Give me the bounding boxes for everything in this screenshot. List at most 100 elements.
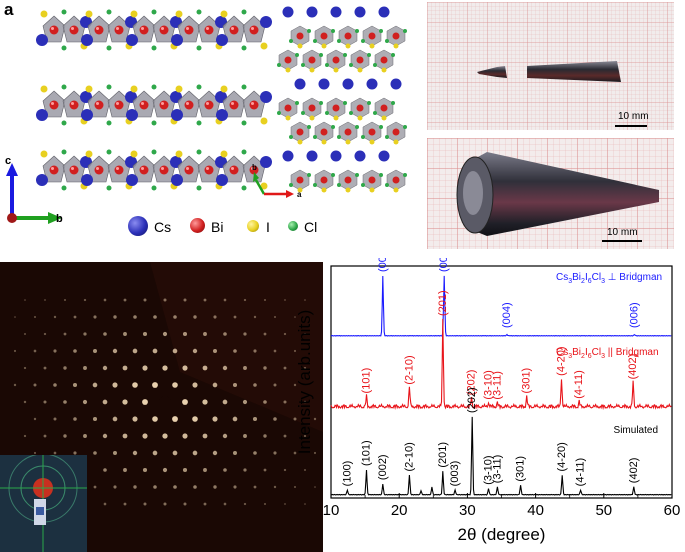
bi-octahedron-unit [277, 97, 299, 121]
cs-atom [330, 150, 342, 162]
x-tick-label: 50 [595, 502, 612, 519]
diffraction-spot [263, 400, 267, 404]
diffraction-spot [122, 433, 128, 439]
diffraction-spot [203, 502, 207, 506]
diffraction-spot [273, 451, 277, 455]
cs-atom [342, 78, 354, 90]
diffraction-spot [43, 400, 47, 404]
diffraction-spot [252, 416, 258, 422]
diffraction-spot [162, 467, 168, 473]
diffraction-spot [102, 433, 108, 439]
x-axis-label: 2θ (degree) [458, 525, 546, 544]
diffraction-spot [63, 298, 67, 302]
diffraction-spot [243, 366, 247, 370]
diffraction-spot [303, 434, 307, 438]
cs-atom [378, 150, 390, 162]
diffraction-spot [132, 450, 138, 456]
xrd-series-0-line [330, 275, 672, 337]
cs-atom [171, 34, 183, 46]
bi-octahedron-unit [361, 25, 383, 49]
diffraction-spot [253, 315, 257, 319]
axis-c-label: c [5, 155, 11, 167]
cs-atom [306, 150, 318, 162]
diffraction-spot [93, 451, 97, 455]
peak-label: (3-11) [491, 371, 503, 400]
bi-octahedron-unit [130, 149, 178, 191]
diffraction-spot [43, 332, 47, 336]
diffraction-spot [132, 382, 138, 388]
diffraction-spot [183, 298, 187, 302]
bi-octahedron-unit [220, 9, 268, 51]
diffraction-spot [212, 450, 218, 456]
peak-label: (101) [360, 368, 372, 394]
legend-cs-label: Cs [154, 219, 172, 235]
axis-triad-right: b a [252, 163, 302, 199]
diffraction-spot [103, 332, 107, 336]
diffraction-spot [63, 434, 67, 438]
diffraction-spot [43, 366, 47, 370]
cs-atom [171, 109, 183, 121]
diffraction-spot [243, 332, 247, 336]
cs-atom [390, 78, 402, 90]
diffraction-spot [172, 382, 178, 388]
diffraction-spot [293, 417, 297, 421]
x-tick-label: 10 [323, 502, 340, 519]
diffraction-spot [152, 450, 158, 456]
peak-label: (3-10) [483, 455, 495, 484]
diffraction-spot [73, 315, 77, 319]
peak-label: (4-11) [575, 458, 587, 487]
diffraction-spot [253, 451, 257, 455]
xrd-chart: 10 20 30 40 50 60 2θ (degree) Intensity (arb.un… [295, 258, 681, 544]
diffraction-spot [263, 468, 267, 472]
bi-octahedron-unit [175, 149, 223, 191]
x-tick-label: 60 [664, 502, 681, 519]
diffraction-spot [222, 433, 228, 439]
diffraction-spot [173, 485, 177, 489]
diffraction-spot [122, 365, 128, 371]
diffraction-spot [162, 331, 168, 337]
diffraction-spot [132, 416, 138, 422]
diffraction-spot [53, 451, 57, 455]
diffraction-spot [203, 298, 207, 302]
diffraction-spot [172, 416, 178, 422]
legend-bi-label: Bi [211, 219, 224, 235]
diffraction-spot [152, 348, 158, 354]
legend-cl-label: Cl [304, 219, 318, 235]
bi-octahedron-unit [85, 84, 133, 126]
diffraction-spot [283, 468, 287, 472]
diffraction-spot [153, 315, 157, 319]
cs-atom [294, 78, 306, 90]
diffraction-spot [142, 399, 148, 405]
diffraction-spot [153, 485, 157, 489]
diffraction-spot [304, 333, 306, 335]
diffraction-spot [304, 503, 306, 505]
peak-label: (101) [360, 440, 372, 466]
bi-octahedron-unit [289, 169, 311, 193]
diffraction-spot [303, 366, 307, 370]
bi-octahedron-unit [385, 169, 407, 193]
diffraction-spot [263, 434, 267, 438]
bi-octahedron-unit [313, 121, 335, 145]
diffraction-spot [284, 299, 286, 301]
peak-label: (202) [466, 387, 478, 413]
peak-label: (301) [521, 368, 533, 394]
diffraction-spot [82, 399, 88, 405]
atom-legend: Cs Bi I Cl [128, 216, 408, 240]
peak-label: (006) [628, 302, 640, 328]
diffraction-spot [83, 434, 87, 438]
bi-octahedron-unit [301, 49, 323, 73]
laue-inset-image [0, 455, 87, 552]
bi-octahedron-unit [40, 149, 88, 191]
cs-atom [126, 109, 138, 121]
cs-atom-icon [128, 216, 148, 236]
diffraction-spot [263, 366, 267, 370]
diffraction-spot [213, 315, 217, 319]
cs-atom [366, 78, 378, 90]
xrd-series-2-line [330, 416, 672, 496]
cs-atom [260, 16, 272, 28]
xrd-series-1-line [330, 318, 672, 411]
panel-letter-a: a [4, 0, 14, 19]
cs-atom [216, 34, 228, 46]
diffraction-spot [132, 348, 138, 354]
axis-b-label-right: b [252, 163, 257, 172]
